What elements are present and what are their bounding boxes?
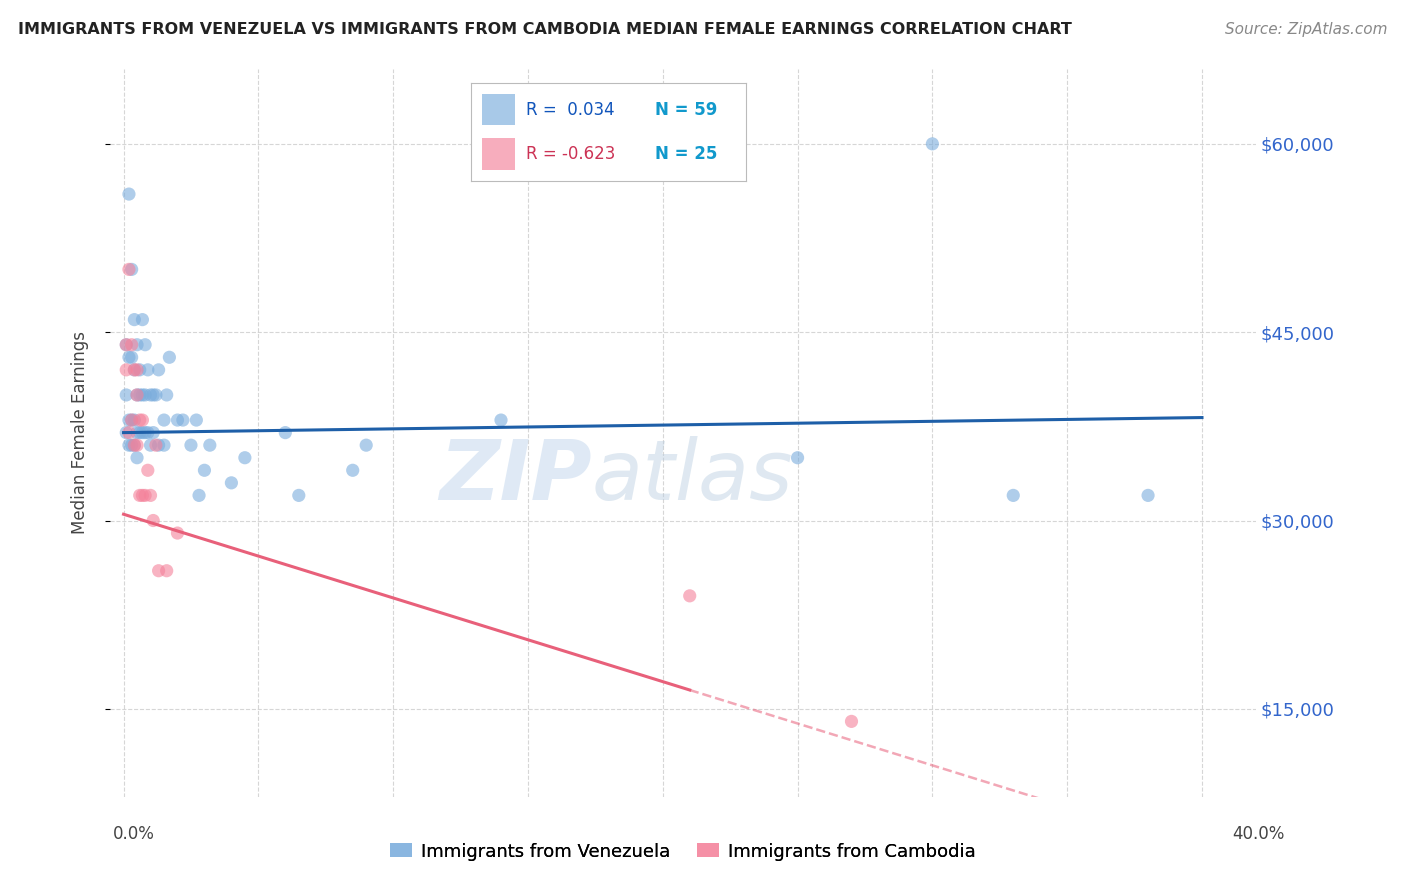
Point bbox=[198, 438, 221, 452]
Point bbox=[121, 438, 143, 452]
Point bbox=[142, 388, 165, 402]
Point bbox=[124, 312, 146, 326]
Point bbox=[142, 425, 165, 440]
Text: 0.0%: 0.0% bbox=[112, 825, 155, 843]
Point bbox=[125, 363, 148, 377]
Point bbox=[156, 564, 179, 578]
Point bbox=[136, 363, 159, 377]
Point bbox=[153, 438, 176, 452]
Point bbox=[124, 438, 146, 452]
Point bbox=[841, 714, 863, 729]
Point bbox=[134, 337, 156, 351]
Point bbox=[193, 463, 215, 477]
Point bbox=[274, 425, 297, 440]
Point bbox=[128, 363, 150, 377]
Point bbox=[134, 488, 156, 502]
Text: IMMIGRANTS FROM VENEZUELA VS IMMIGRANTS FROM CAMBODIA MEDIAN FEMALE EARNINGS COR: IMMIGRANTS FROM VENEZUELA VS IMMIGRANTS … bbox=[18, 22, 1073, 37]
Point bbox=[172, 413, 194, 427]
Point bbox=[131, 413, 153, 427]
Point bbox=[786, 450, 808, 465]
Point bbox=[156, 388, 179, 402]
Point bbox=[128, 388, 150, 402]
Point bbox=[136, 425, 159, 440]
Point bbox=[128, 413, 150, 427]
Point bbox=[128, 488, 150, 502]
Point bbox=[121, 337, 143, 351]
Text: Source: ZipAtlas.com: Source: ZipAtlas.com bbox=[1225, 22, 1388, 37]
Point bbox=[118, 262, 141, 277]
Y-axis label: Median Female Earnings: Median Female Earnings bbox=[72, 331, 89, 534]
Point bbox=[124, 438, 146, 452]
Point bbox=[148, 363, 170, 377]
Point bbox=[134, 388, 156, 402]
Point bbox=[121, 351, 143, 365]
Point bbox=[136, 463, 159, 477]
Point bbox=[166, 413, 188, 427]
Point bbox=[115, 337, 138, 351]
Point bbox=[131, 388, 153, 402]
Text: 40.0%: 40.0% bbox=[1232, 825, 1285, 843]
Point bbox=[1002, 488, 1025, 502]
Point bbox=[115, 363, 138, 377]
Point bbox=[186, 413, 208, 427]
Point bbox=[124, 413, 146, 427]
Point bbox=[131, 425, 153, 440]
Point bbox=[180, 438, 202, 452]
Point bbox=[166, 526, 188, 541]
Point bbox=[118, 425, 141, 440]
Point bbox=[148, 564, 170, 578]
Point bbox=[118, 351, 141, 365]
Point bbox=[139, 438, 162, 452]
Point bbox=[921, 136, 943, 151]
Point bbox=[288, 488, 311, 502]
Point bbox=[121, 413, 143, 427]
Point bbox=[121, 413, 143, 427]
Point bbox=[489, 413, 512, 427]
Point bbox=[153, 413, 176, 427]
Point bbox=[118, 187, 141, 202]
Point bbox=[125, 337, 148, 351]
Legend: Immigrants from Venezuela, Immigrants from Cambodia: Immigrants from Venezuela, Immigrants fr… bbox=[382, 835, 983, 868]
Point bbox=[142, 514, 165, 528]
Point bbox=[128, 425, 150, 440]
Point bbox=[342, 463, 364, 477]
Point bbox=[139, 388, 162, 402]
Point bbox=[125, 388, 148, 402]
Point bbox=[121, 262, 143, 277]
Point bbox=[118, 413, 141, 427]
Point bbox=[125, 388, 148, 402]
Point bbox=[145, 388, 167, 402]
Point bbox=[124, 363, 146, 377]
Point bbox=[125, 438, 148, 452]
Point bbox=[125, 425, 148, 440]
Point bbox=[134, 425, 156, 440]
Point bbox=[188, 488, 211, 502]
Point bbox=[124, 363, 146, 377]
Text: ZIP: ZIP bbox=[439, 436, 592, 516]
Point bbox=[233, 450, 256, 465]
Point bbox=[115, 337, 138, 351]
Point bbox=[115, 388, 138, 402]
Point bbox=[131, 312, 153, 326]
Point bbox=[145, 438, 167, 452]
Point bbox=[157, 351, 180, 365]
Point bbox=[1137, 488, 1160, 502]
Point bbox=[125, 450, 148, 465]
Point bbox=[221, 475, 243, 490]
Point bbox=[131, 488, 153, 502]
Point bbox=[139, 488, 162, 502]
Point bbox=[118, 438, 141, 452]
Point bbox=[354, 438, 377, 452]
Point bbox=[115, 425, 138, 440]
Text: atlas: atlas bbox=[592, 436, 793, 516]
Point bbox=[679, 589, 702, 603]
Point bbox=[148, 438, 170, 452]
